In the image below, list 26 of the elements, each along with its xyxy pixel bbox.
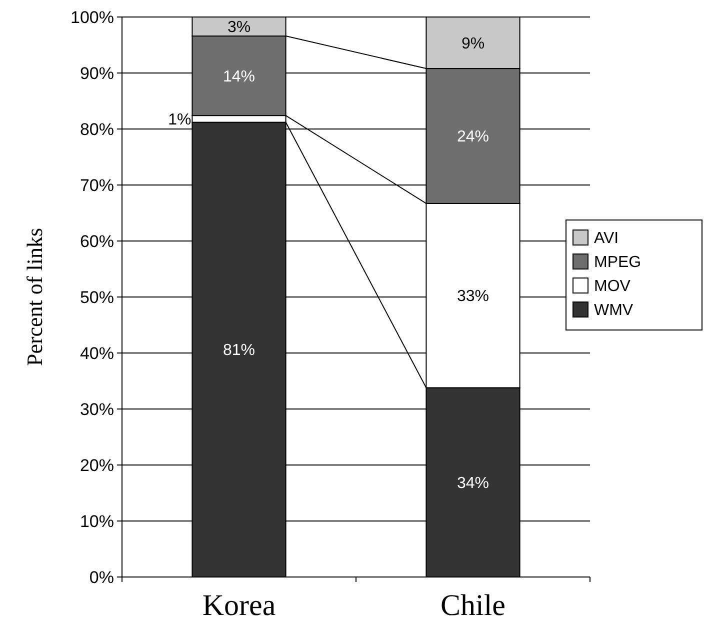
y-tick-label: 90% [80,64,114,83]
x-tick-label: Korea [202,589,276,622]
legend-label: MPEG [594,254,642,272]
data-label: 14% [222,68,256,86]
legend-label: MOV [594,278,631,296]
y-tick-label: 70% [80,176,114,195]
data-label: 9% [461,35,485,52]
y-tick-label: 80% [80,120,114,139]
data-label: 34% [456,474,490,492]
y-tick-label: 60% [80,232,114,251]
x-tick-label: Chile [440,589,506,622]
data-label: 3% [227,19,251,36]
legend-label: AVI [594,230,619,248]
y-tick-label: 50% [80,288,114,307]
data-label: 81% [222,342,256,360]
y-tick-label: 40% [80,344,114,363]
y-tick-label: 10% [80,512,114,531]
legend-label: WMV [594,302,634,320]
y-tick-label: 20% [80,456,114,475]
y-axis-title: Percent of links [22,228,47,366]
y-tick-label: 30% [80,400,114,419]
y-tick-label: 0% [89,568,114,587]
data-label: 24% [456,128,490,146]
y-tick-label: 100% [70,8,114,27]
data-label: 1% [168,112,192,129]
data-label: 33% [456,288,490,306]
